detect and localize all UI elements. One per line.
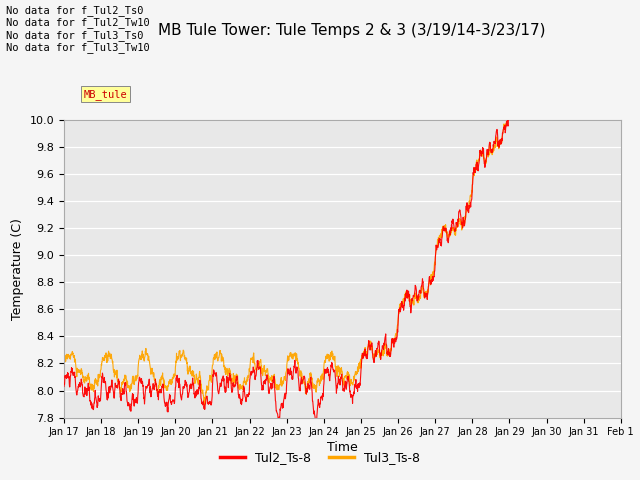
X-axis label: Time: Time	[327, 442, 358, 455]
Text: No data for f_Tul2_Ts0
No data for f_Tul2_Tw10
No data for f_Tul3_Ts0
No data fo: No data for f_Tul2_Ts0 No data for f_Tul…	[6, 5, 150, 53]
Legend: Tul2_Ts-8, Tul3_Ts-8: Tul2_Ts-8, Tul3_Ts-8	[214, 446, 426, 469]
Text: MB_tule: MB_tule	[83, 89, 127, 100]
Text: MB Tule Tower: Tule Temps 2 & 3 (3/19/14-3/23/17): MB Tule Tower: Tule Temps 2 & 3 (3/19/14…	[158, 24, 546, 38]
Y-axis label: Temperature (C): Temperature (C)	[11, 218, 24, 320]
